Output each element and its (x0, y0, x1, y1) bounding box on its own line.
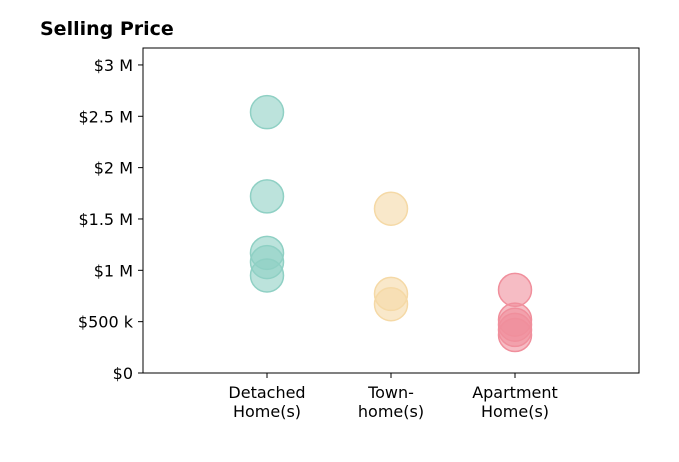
x-tick-label: Town-home(s) (358, 383, 424, 421)
x-tick-label-line: Home(s) (233, 402, 301, 421)
point (497, 272, 533, 308)
x-tick-label: Apartment Home(s) (472, 383, 558, 421)
point (373, 286, 409, 322)
y-tick-label: $1.5 M (78, 210, 133, 229)
point (249, 258, 285, 293)
point (497, 317, 533, 353)
point (249, 179, 285, 214)
x-tick-label: Detached Home(s) (228, 383, 305, 421)
x-tick-label-line: home(s) (358, 402, 424, 421)
y-tick-label: $2 M (94, 159, 133, 178)
y-tick-label: $1 M (94, 261, 133, 280)
x-tick-label-line: Town- (367, 383, 414, 402)
y-tick-label: $0 (113, 364, 133, 383)
x-tick-label-line: Detached (228, 383, 305, 402)
y-tick-label: $3 M (94, 56, 133, 75)
x-tick-label-line: Home(s) (481, 402, 549, 421)
point (249, 94, 285, 130)
y-tick-label: $500 k (78, 313, 134, 332)
y-tick-label: $2.5 M (78, 107, 133, 126)
x-tick-label-line: Apartment (472, 383, 558, 402)
point (373, 191, 409, 226)
chart-title: Selling Price (40, 18, 174, 40)
